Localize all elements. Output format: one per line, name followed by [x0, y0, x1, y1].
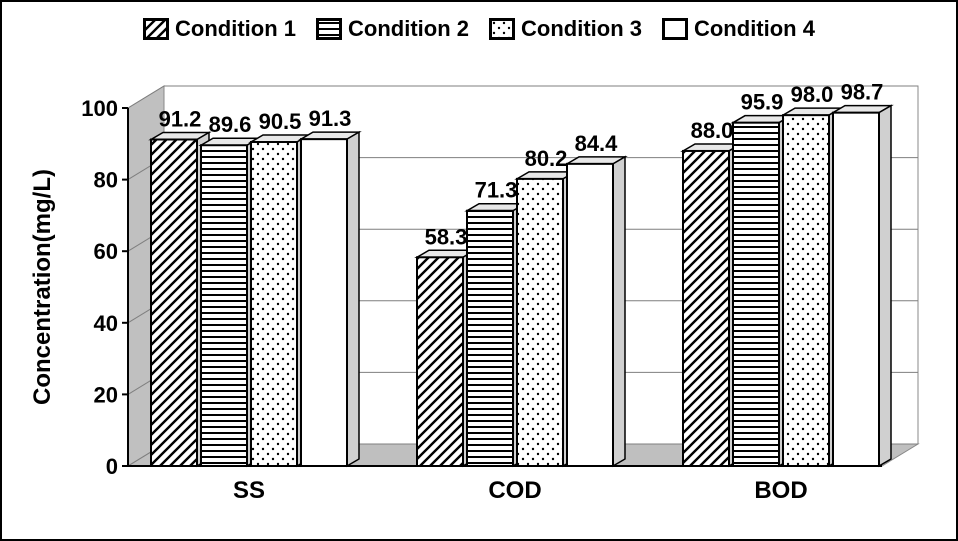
category-label: BOD [754, 477, 807, 504]
y-axis-label: Concentration(mg/L) [29, 169, 56, 405]
chart-frame: Condition 1 Condition 2 Condition 3 Cond… [0, 0, 958, 541]
bar-value-label: 89.6 [209, 112, 252, 137]
bar-value-label: 88.0 [691, 118, 734, 143]
legend-label-1: Condition 1 [175, 16, 296, 42]
bar [417, 257, 463, 466]
legend-swatch-4 [662, 18, 688, 40]
legend-label-3: Condition 3 [521, 16, 642, 42]
bar [467, 211, 513, 466]
bar [833, 113, 879, 466]
y-tick-label: 100 [81, 96, 118, 121]
bar-value-label: 80.2 [525, 146, 568, 171]
legend-item-2: Condition 2 [316, 16, 469, 42]
bar-value-label: 98.0 [791, 82, 834, 107]
bar-value-label: 58.3 [425, 224, 468, 249]
bar [683, 151, 729, 466]
bar-value-label: 91.3 [309, 106, 352, 131]
y-tick-label: 80 [94, 168, 118, 193]
bar [567, 164, 613, 466]
bar [201, 145, 247, 466]
bar [517, 179, 563, 466]
category-label: COD [488, 477, 541, 504]
legend-swatch-3 [489, 18, 515, 40]
y-tick-label: 60 [94, 239, 118, 264]
y-tick-label: 40 [94, 311, 118, 336]
legend-item-4: Condition 4 [662, 16, 815, 42]
bar [783, 115, 829, 466]
legend-bar: Condition 1 Condition 2 Condition 3 Cond… [20, 16, 938, 42]
legend-swatch-1 [143, 18, 169, 40]
bar-value-label: 95.9 [741, 90, 784, 115]
bar-side [879, 106, 891, 466]
bar-value-label: 84.4 [575, 131, 619, 156]
legend-item-3: Condition 3 [489, 16, 642, 42]
bar-side [613, 157, 625, 466]
y-tick-label: 0 [106, 454, 118, 479]
legend-label-2: Condition 2 [348, 16, 469, 42]
bar [301, 139, 347, 466]
legend-label-4: Condition 4 [694, 16, 815, 42]
bar-side [347, 132, 359, 466]
bar [251, 142, 297, 466]
bar [151, 140, 197, 466]
legend-item-1: Condition 1 [143, 16, 296, 42]
y-tick-label: 20 [94, 382, 118, 407]
bar-value-label: 91.2 [159, 107, 202, 132]
bar-value-label: 71.3 [475, 178, 518, 203]
bar-value-label: 90.5 [259, 109, 302, 134]
legend-swatch-2 [316, 18, 342, 40]
bar-value-label: 98.7 [841, 80, 884, 105]
chart-svg: 0 20 40 60 80 100 Concentration(mg/L) SS 91.2 89.… [20, 46, 938, 512]
category-label: SS [233, 477, 265, 504]
bar [733, 123, 779, 466]
chart-area: 0 20 40 60 80 100 Concentration(mg/L) SS 91.2 89.… [20, 46, 938, 512]
